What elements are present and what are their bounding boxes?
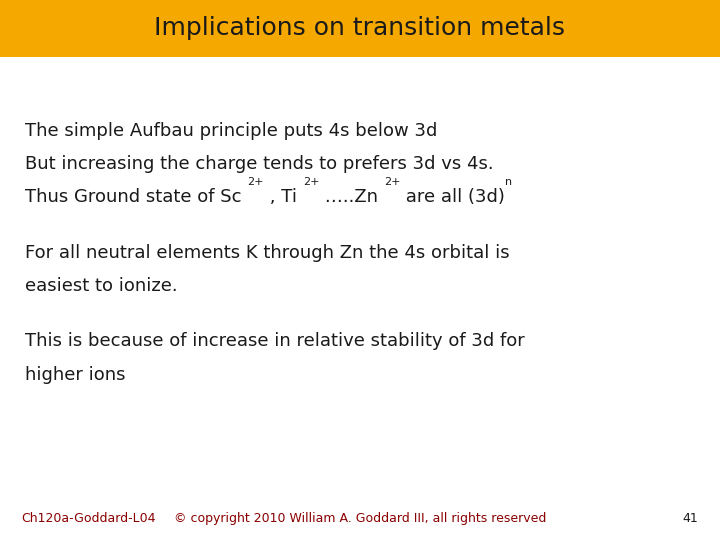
Text: For all neutral elements K through Zn the 4s orbital is: For all neutral elements K through Zn th… (25, 244, 510, 261)
Text: © copyright 2010 William A. Goddard III, all rights reserved: © copyright 2010 William A. Goddard III,… (174, 512, 546, 525)
Text: 41: 41 (683, 512, 698, 525)
Text: But increasing the charge tends to prefers 3d vs 4s.: But increasing the charge tends to prefe… (25, 155, 494, 173)
Text: This is because of increase in relative stability of 3d for: This is because of increase in relative … (25, 332, 525, 350)
Text: Implications on transition metals: Implications on transition metals (155, 16, 565, 40)
Text: …..Zn: …..Zn (319, 188, 384, 206)
Text: 2+: 2+ (302, 177, 319, 187)
Text: Thus Ground state of Sc: Thus Ground state of Sc (25, 188, 248, 206)
Text: 2+: 2+ (248, 177, 264, 187)
Text: 2+: 2+ (384, 177, 400, 187)
Text: easiest to ionize.: easiest to ionize. (25, 277, 178, 295)
Text: higher ions: higher ions (25, 366, 126, 383)
FancyBboxPatch shape (0, 0, 720, 57)
Text: n: n (505, 177, 513, 187)
Text: The simple Aufbau principle puts 4s below 3d: The simple Aufbau principle puts 4s belo… (25, 122, 438, 139)
Text: , Ti: , Ti (264, 188, 302, 206)
Text: Ch120a-Goddard-L04: Ch120a-Goddard-L04 (22, 512, 156, 525)
Text: are all (3d): are all (3d) (400, 188, 505, 206)
